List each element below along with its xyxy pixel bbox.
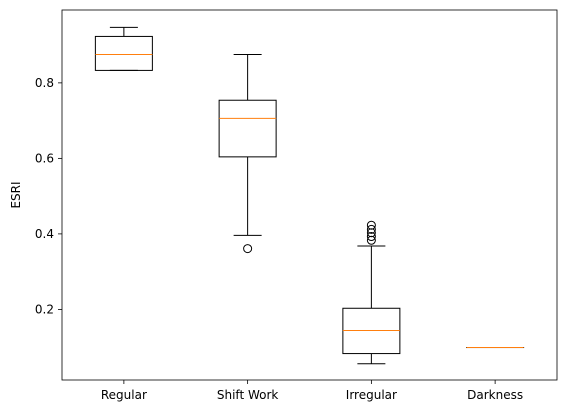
- outlier-point: [366, 224, 376, 234]
- plot-layer: [94, 26, 525, 365]
- y-tick-label: 0.6: [35, 151, 54, 165]
- box-iqr: [94, 35, 153, 71]
- outlier-point: [366, 232, 376, 242]
- x-tick-label: Regular: [101, 388, 147, 402]
- outlier-point: [243, 244, 253, 254]
- y-tick-label: 0.8: [35, 76, 54, 90]
- x-tick-label: Darkness: [467, 388, 523, 402]
- x-tick-label: Shift Work: [217, 388, 279, 402]
- axes-frame: [61, 9, 558, 381]
- x-tick-label: Irregular: [346, 388, 397, 402]
- tick-layer: Regular Shift Work Irregular Darkness 0.2 0.4…: [35, 76, 523, 402]
- y-tick-label: 0.4: [35, 227, 54, 241]
- box-regular: [94, 26, 153, 71]
- outlier-point: [366, 220, 376, 230]
- box-irregular: [342, 220, 401, 365]
- box-shift-work: [218, 54, 277, 254]
- box-iqr: [218, 99, 277, 158]
- y-tick-label: 0.2: [35, 302, 54, 316]
- y-axis-label: ESRI: [9, 181, 23, 208]
